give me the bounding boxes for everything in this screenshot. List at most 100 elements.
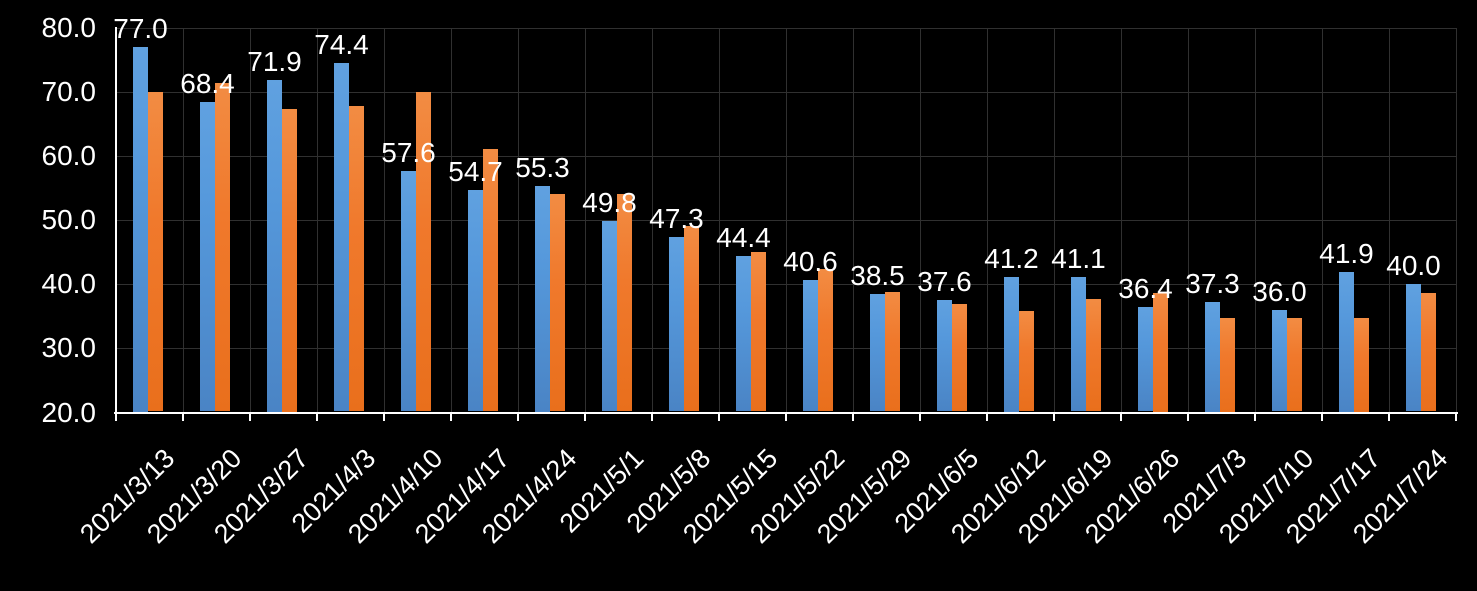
bar-orange: [1018, 311, 1034, 412]
data-label: 44.4: [716, 221, 771, 253]
v-gridline: [1389, 27, 1390, 413]
v-gridline: [518, 27, 519, 413]
bar-orange: [951, 304, 967, 412]
x-tick-mark: [1120, 413, 1122, 421]
bar-blue: [601, 221, 617, 412]
bar-orange: [1152, 292, 1168, 412]
v-gridline: [384, 27, 385, 413]
x-tick-mark: [986, 413, 988, 421]
bar-orange: [1420, 293, 1436, 412]
v-gridline: [719, 27, 720, 413]
x-tick-mark: [584, 413, 586, 421]
bar-orange: [750, 252, 766, 412]
data-label: 41.1: [1051, 243, 1106, 275]
bar-blue: [936, 299, 952, 412]
bar-blue: [199, 101, 215, 412]
data-label: 49.8: [582, 187, 637, 219]
bar-blue: [668, 237, 684, 412]
v-gridline: [451, 27, 452, 413]
x-tick-mark: [450, 413, 452, 421]
data-label: 41.9: [1319, 238, 1374, 269]
data-label: 77.0: [113, 12, 168, 44]
bar-blue: [1137, 307, 1153, 412]
x-tick-mark: [1053, 413, 1055, 421]
data-label: 36.4: [1118, 273, 1173, 305]
x-tick-mark: [517, 413, 519, 421]
v-gridline: [1121, 27, 1122, 413]
bar-blue: [1338, 272, 1354, 412]
bar-blue: [1204, 301, 1220, 412]
x-tick-mark: [651, 413, 653, 421]
data-label: 54.7: [448, 155, 503, 187]
y-tick-label: 80.0: [41, 11, 97, 43]
data-label: 40.0: [1386, 250, 1441, 282]
y-axis-line: [115, 27, 117, 414]
v-gridline: [652, 27, 653, 413]
bar-orange: [683, 226, 699, 412]
x-tick-mark: [182, 413, 184, 421]
bar-orange: [1085, 298, 1101, 412]
x-tick-mark: [249, 413, 251, 421]
y-tick-label: 40.0: [41, 268, 97, 300]
data-label: 55.3: [515, 152, 570, 183]
v-gridline: [920, 27, 921, 413]
v-gridline: [786, 27, 787, 413]
bar-orange: [1286, 318, 1302, 412]
v-gridline: [987, 27, 988, 413]
bar-blue: [534, 186, 550, 412]
x-tick-mark: [718, 413, 720, 421]
x-tick-mark: [919, 413, 921, 421]
v-gridline: [1255, 27, 1256, 413]
x-tick-mark: [1455, 413, 1457, 421]
x-tick-mark: [852, 413, 854, 421]
bar-blue: [869, 293, 885, 412]
y-tick-label: 20.0: [41, 396, 97, 428]
data-label: 47.3: [649, 203, 704, 235]
x-tick-mark: [1321, 413, 1323, 421]
data-label: 37.6: [917, 265, 972, 297]
data-label: 40.6: [783, 246, 838, 278]
v-gridline: [1054, 27, 1055, 413]
bar-blue: [1003, 276, 1019, 412]
bar-orange: [348, 106, 364, 412]
bar-orange: [817, 268, 833, 412]
v-gridline: [317, 27, 318, 413]
data-label: 36.0: [1252, 275, 1307, 307]
bar-blue: [467, 189, 483, 412]
v-gridline: [1456, 27, 1457, 413]
data-label: 38.5: [850, 259, 905, 291]
v-gridline: [1322, 27, 1323, 413]
y-tick-label: 70.0: [41, 75, 97, 107]
x-tick-mark: [785, 413, 787, 421]
data-label: 41.2: [984, 242, 1039, 274]
data-label: 57.6: [381, 137, 436, 169]
data-label: 71.9: [247, 45, 302, 77]
bar-orange: [482, 149, 498, 412]
bar-orange: [147, 91, 163, 412]
bar-orange: [214, 83, 230, 412]
v-gridline: [585, 27, 586, 413]
data-label: 74.4: [314, 29, 369, 61]
bar-blue: [333, 63, 349, 412]
v-gridline: [853, 27, 854, 413]
bar-orange: [1219, 317, 1235, 412]
y-tick-label: 60.0: [41, 139, 97, 171]
bar-blue: [400, 171, 416, 412]
bar-orange: [616, 194, 632, 412]
bar-orange: [281, 109, 297, 412]
x-tick-mark: [115, 413, 117, 421]
bar-blue: [1271, 309, 1287, 412]
bar-blue: [266, 79, 282, 412]
x-tick-mark: [316, 413, 318, 421]
v-gridline: [183, 27, 184, 413]
y-tick-label: 50.0: [41, 204, 97, 235]
bar-blue: [132, 46, 148, 412]
bar-blue: [802, 280, 818, 412]
bar-orange: [549, 193, 565, 412]
v-gridline: [250, 27, 251, 413]
bar-orange: [415, 91, 431, 412]
x-tick-mark: [1254, 413, 1256, 421]
bar-blue: [1405, 284, 1421, 412]
y-tick-label: 30.0: [41, 332, 97, 364]
